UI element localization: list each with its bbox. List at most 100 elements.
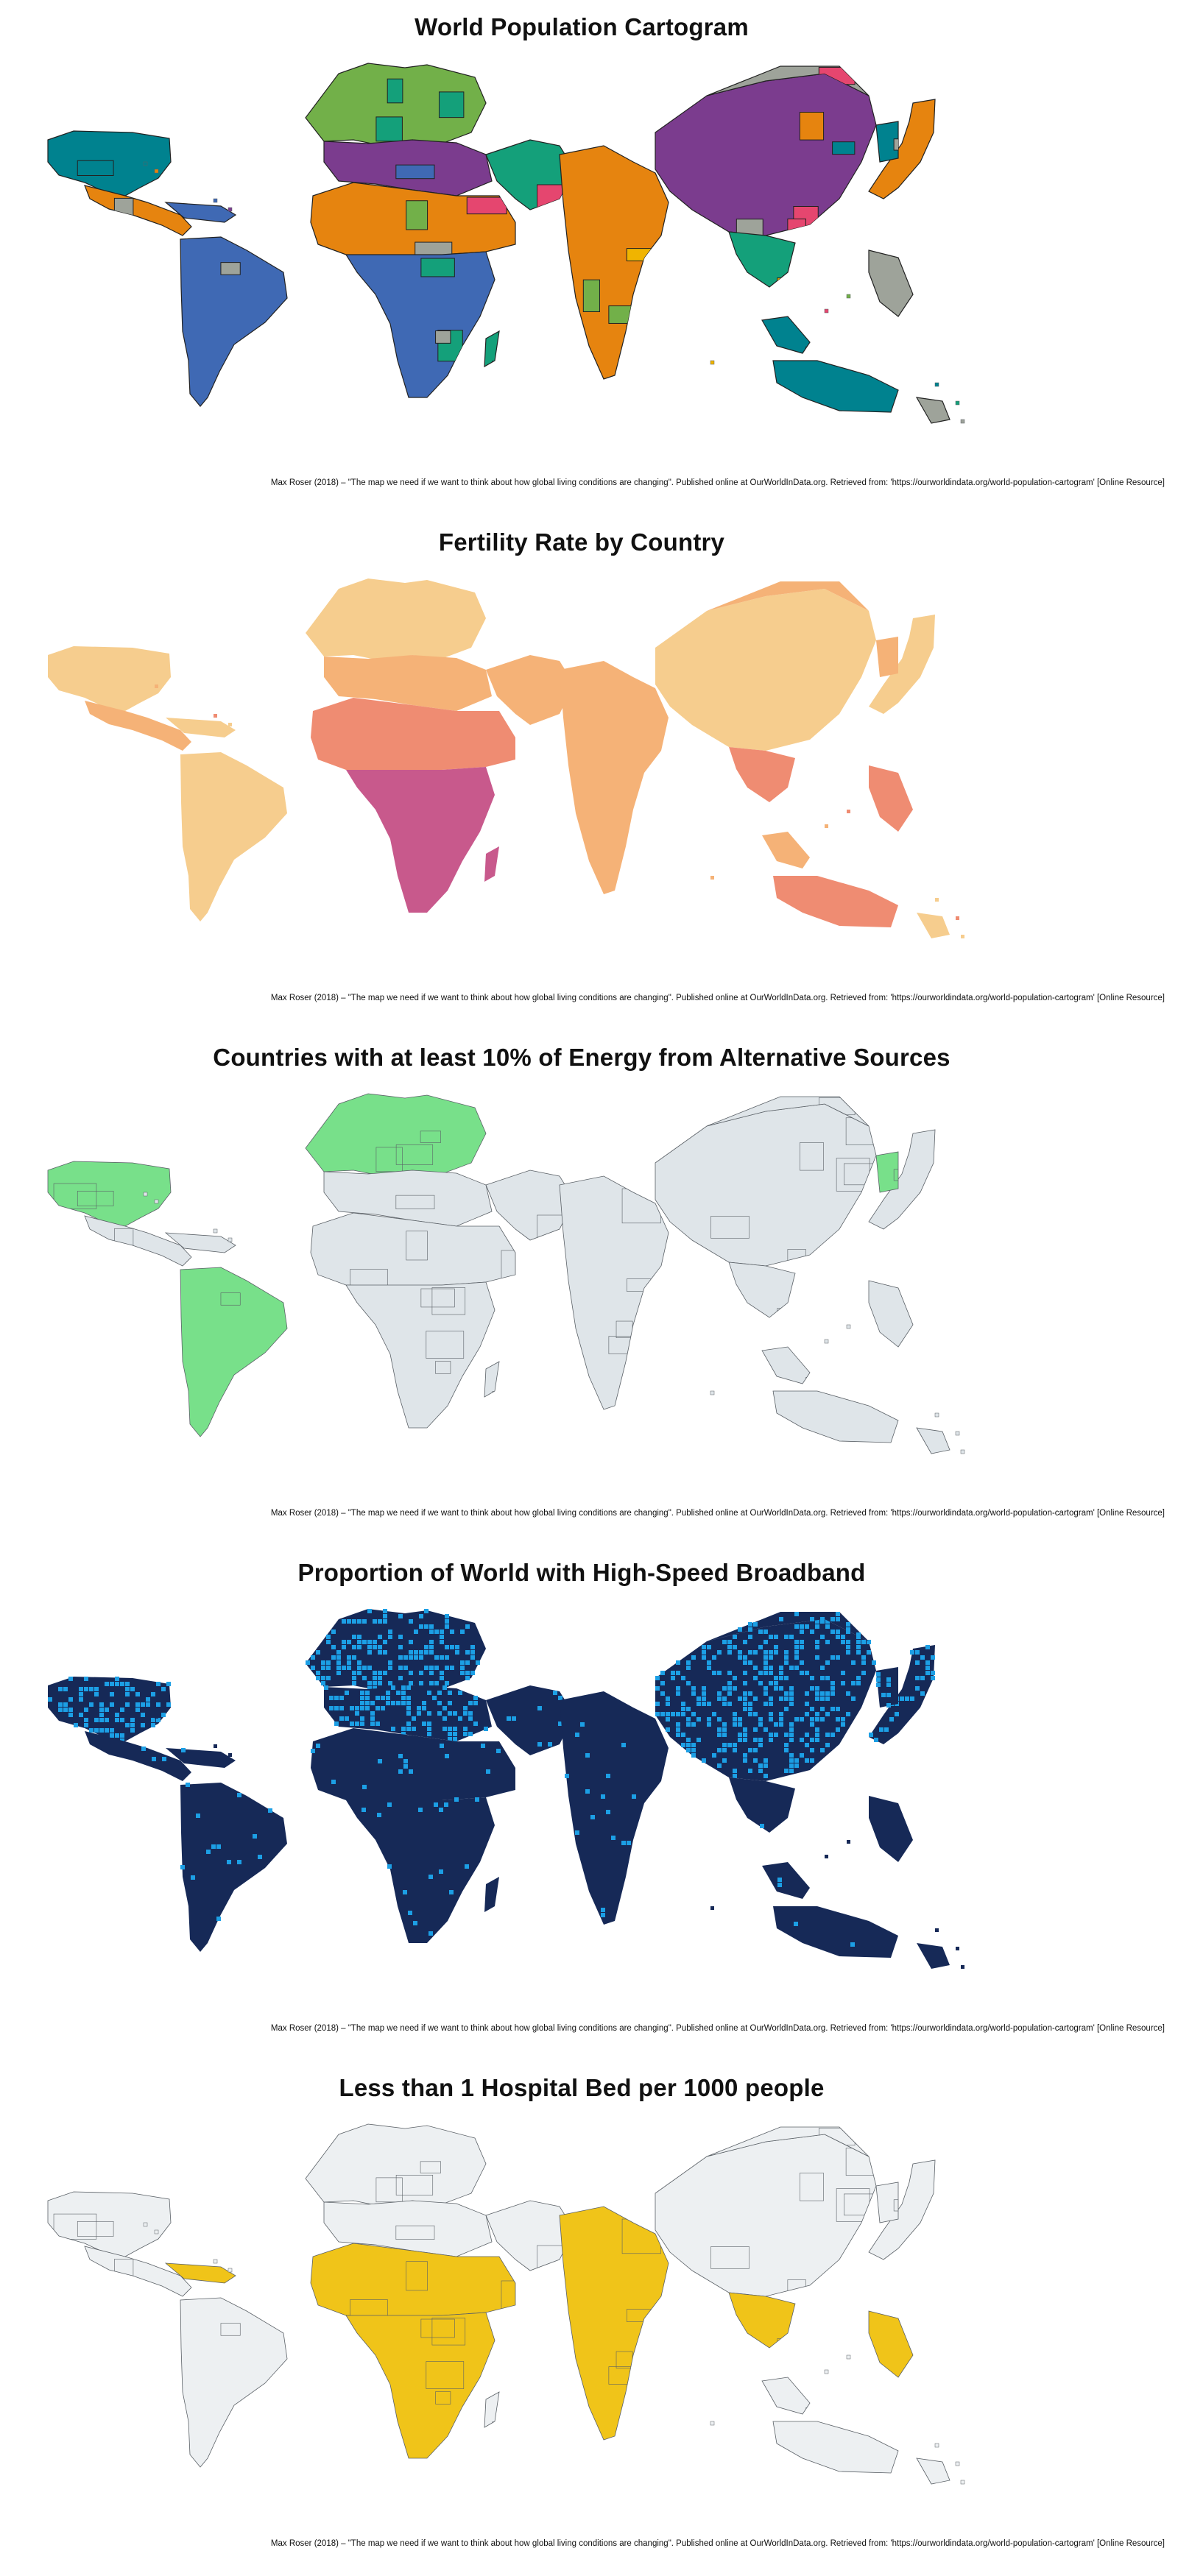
map-title: World Population Cartogram — [415, 13, 749, 40]
region-india — [560, 661, 669, 894]
region-indonesia — [773, 876, 898, 927]
island-marker — [956, 916, 959, 920]
island-marker — [154, 169, 159, 174]
island-marker — [214, 1744, 217, 1748]
island-marker — [935, 1928, 939, 1932]
island-marker — [825, 824, 828, 828]
region-africa-south — [345, 1281, 495, 1429]
region-indonesia-west — [761, 2377, 811, 2415]
island-marker — [846, 294, 851, 299]
island-marker — [960, 1449, 965, 1454]
region-indonesia-west — [761, 1346, 811, 1384]
region-india — [560, 1691, 669, 1925]
region-australia — [917, 1943, 950, 1969]
region-europe-north — [305, 2123, 487, 2207]
fertility-rate-panel: Fertility Rate by Country Max Roser (201… — [0, 515, 1178, 1030]
island-marker — [228, 1237, 233, 1242]
island-marker — [934, 382, 939, 387]
island-marker — [144, 677, 147, 681]
island-marker — [213, 1228, 218, 1234]
region-europe-north — [305, 1093, 487, 1177]
island-marker — [846, 2354, 851, 2360]
region-madagascar — [484, 1877, 499, 1912]
region-africa-south — [346, 1797, 495, 1943]
region-mongolia-russia — [707, 581, 869, 611]
region-southeast-asia — [729, 1777, 795, 1833]
island-marker — [956, 1947, 959, 1950]
island-marker — [155, 684, 158, 688]
map-title: Countries with at least 10% of Energy fr… — [213, 1044, 950, 1071]
region-mongolia-russia — [707, 1612, 869, 1641]
island-marker — [710, 876, 714, 880]
island-marker — [961, 935, 964, 938]
region-philippines — [868, 2310, 914, 2378]
region-caribbean — [164, 2262, 236, 2284]
region-africa-north — [310, 182, 516, 257]
region-europe-south — [323, 139, 493, 197]
region-korea — [876, 637, 898, 677]
island-marker — [144, 1708, 147, 1711]
island-marker — [935, 898, 939, 902]
island-marker — [154, 1199, 159, 1204]
map-title: Fertility Rate by Country — [438, 528, 725, 556]
region-madagascar — [484, 330, 500, 368]
region-korea — [875, 121, 899, 163]
alternative-energy-map — [47, 1093, 965, 1454]
region-north-america — [48, 1677, 171, 1743]
region-australia — [917, 913, 950, 938]
region-southeast-asia — [728, 2292, 796, 2349]
island-marker — [214, 714, 217, 718]
island-marker — [960, 2480, 965, 2485]
credit-text: Max Roser (2018) – "The map we need if w… — [270, 2024, 1165, 2033]
region-madagascar — [484, 2391, 500, 2428]
region-madagascar — [484, 1361, 500, 1398]
region-europe-south — [324, 655, 492, 711]
island-marker — [710, 1390, 715, 1395]
region-south-america — [180, 236, 288, 407]
region-southeast-asia — [729, 747, 795, 802]
region-caribbean — [164, 1232, 236, 1253]
region-middle-east — [486, 1685, 574, 1755]
region-indonesia-west — [762, 832, 810, 868]
island-marker — [228, 207, 233, 212]
region-china — [655, 1103, 877, 1267]
region-africa-north — [311, 1728, 515, 1802]
region-australia — [915, 397, 950, 424]
island-marker — [961, 1965, 964, 1969]
region-africa-south — [345, 251, 495, 398]
region-indonesia-west — [762, 1862, 810, 1899]
hospital-beds-map — [47, 2123, 965, 2485]
island-marker — [847, 810, 850, 813]
region-europe-south — [323, 1170, 493, 1227]
credit-text: Max Roser (2018) – "The map we need if w… — [270, 994, 1165, 1002]
region-central-america — [85, 701, 191, 751]
region-africa-north — [310, 2243, 516, 2318]
region-north-america — [47, 2191, 172, 2257]
region-north-america — [47, 130, 172, 197]
region-africa-south — [346, 767, 495, 913]
region-philippines — [868, 1280, 914, 1348]
island-marker — [934, 1412, 939, 1418]
island-marker — [143, 1192, 148, 1197]
region-china — [655, 73, 877, 236]
region-china — [655, 1619, 876, 1781]
region-africa-north — [310, 1212, 516, 1287]
region-korea — [875, 2182, 899, 2223]
map-title: Proportion of World with High-Speed Broa… — [297, 1559, 866, 1586]
island-marker — [213, 2259, 218, 2264]
region-africa-south — [345, 2312, 495, 2459]
region-indonesia — [772, 360, 899, 413]
region-korea — [876, 1667, 898, 1708]
island-marker — [934, 2443, 939, 2448]
island-marker — [213, 198, 218, 203]
island-marker — [824, 1339, 829, 1344]
hospital-beds-panel: Less than 1 Hospital Bed per 1000 people… — [0, 2061, 1178, 2576]
region-china — [655, 2134, 877, 2297]
fertility-rate-map — [48, 578, 964, 938]
region-europe-north — [306, 578, 486, 661]
region-india — [559, 145, 669, 380]
island-marker — [228, 723, 232, 726]
region-caribbean — [166, 718, 236, 737]
region-south-america — [180, 1783, 287, 1952]
credit-text: Max Roser (2018) – "The map we need if w… — [270, 478, 1165, 487]
